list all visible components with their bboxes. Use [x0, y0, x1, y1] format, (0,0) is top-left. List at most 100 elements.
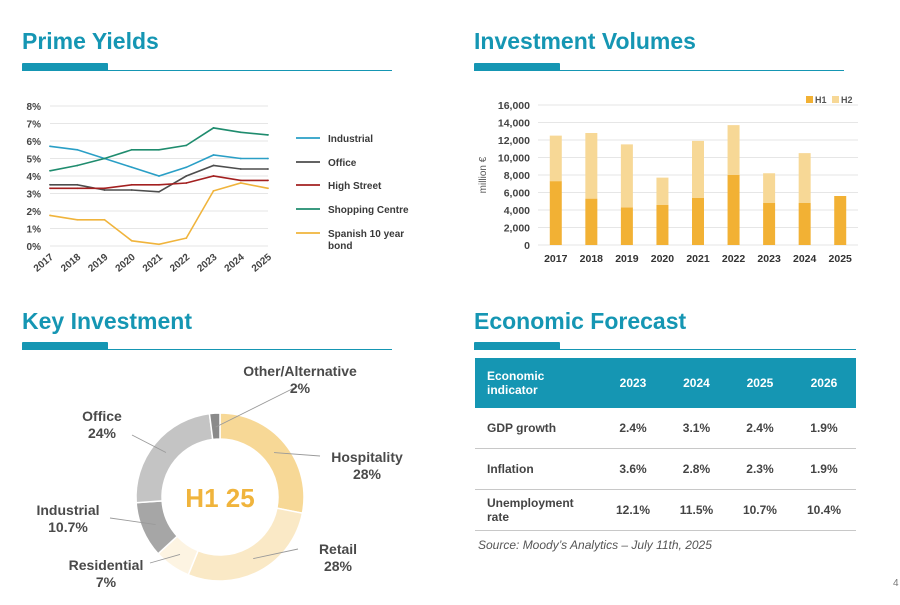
x-tick-label: 2024: [223, 252, 247, 275]
slice-label-hospitality: Hospitality: [331, 449, 403, 465]
bar-h2-2017: [549, 135, 562, 182]
bar-h1-2020: [656, 204, 669, 245]
x-tick-label: 2024: [793, 253, 817, 265]
data-point: [239, 131, 242, 134]
economic-forecast-rule-accent: [474, 342, 560, 350]
slice-label-retail: Retail: [319, 541, 357, 557]
x-tick-label: 2017: [544, 253, 568, 265]
legend-label-industrial: Industrial: [328, 134, 373, 145]
data-point: [103, 218, 106, 221]
header-2026: 2026: [791, 358, 856, 408]
row-label-unemployment-rate: Unemployment rate: [475, 489, 601, 531]
x-tick-label: 2017: [32, 252, 56, 275]
y-tick-label: 5%: [27, 155, 42, 166]
data-point: [158, 148, 160, 151]
economic-forecast-rule: [474, 349, 856, 350]
x-tick-label: 2020: [114, 252, 138, 275]
y-axis-label: million €: [478, 156, 489, 193]
bar-h2-2023: [763, 173, 776, 203]
table-cell: 10.7%: [727, 489, 792, 531]
bar-h1-2023: [763, 203, 776, 245]
donut-slice-other-alternative: [208, 412, 221, 441]
prime-yields-rule-accent: [22, 63, 108, 71]
y-tick-label: 1%: [27, 225, 42, 236]
y-tick-label: 16,000: [498, 100, 530, 112]
slice-label-office: Office: [82, 408, 122, 424]
data-point: [212, 154, 215, 156]
key-investment-title: Key Investment: [22, 308, 193, 334]
leader-line-residential: [149, 554, 181, 564]
investment-volumes-rule-accent: [474, 63, 560, 71]
data-point: [267, 179, 269, 182]
header-2023: 2023: [601, 358, 665, 408]
bar-h2-2019: [620, 144, 633, 208]
table-cell: 3.1%: [664, 408, 728, 449]
table-cell: 10.4%: [791, 489, 856, 531]
leader-line-industrial: [109, 517, 156, 526]
data-point: [212, 189, 215, 192]
source-note: Source: Moody’s Analytics – July 11th, 2…: [478, 538, 712, 552]
donut-center-label: H1 25: [185, 483, 254, 513]
data-point: [130, 239, 133, 242]
data-point: [239, 179, 242, 182]
data-point: [267, 187, 269, 190]
legend-label-spanish-10-year-bond: Spanish 10 year bond: [328, 229, 404, 252]
key-investment-rule-accent: [22, 342, 108, 350]
data-point: [130, 166, 133, 169]
prime-yields-title: Prime Yields: [22, 28, 159, 54]
bar-h2-2018: [585, 133, 598, 199]
data-point: [185, 175, 188, 177]
bar-h1-2025: [834, 196, 847, 245]
data-point: [158, 183, 160, 186]
bar-h2-2024: [798, 153, 811, 203]
y-tick-label: 2,000: [504, 223, 530, 235]
y-tick-label: 12,000: [498, 135, 530, 147]
x-tick-label: 2023: [757, 253, 781, 265]
y-tick-label: 8,000: [504, 170, 530, 182]
table-cell: 2.8%: [664, 448, 728, 490]
y-tick-label: 14,000: [498, 118, 530, 130]
data-point: [76, 148, 79, 151]
page-number: 4: [893, 578, 899, 589]
slice-label-industrial: Industrial: [36, 502, 99, 518]
data-point: [185, 144, 188, 147]
table-row: Unemployment rate 12.1% 11.5% 10.7% 10.4%: [475, 489, 856, 531]
slice-label-residential: Residential: [69, 557, 144, 573]
table-cell: 11.5%: [664, 489, 728, 531]
bar-h1-2017: [549, 181, 562, 245]
row-label-inflation: Inflation: [475, 448, 601, 490]
data-point: [49, 145, 51, 148]
slice-value-retail: 28%: [324, 558, 353, 574]
table-cell: 3.6%: [601, 448, 665, 490]
y-tick-label: 0%: [27, 242, 42, 253]
x-tick-label: 2025: [250, 252, 274, 275]
table-cell: 1.9%: [791, 448, 856, 490]
data-point: [239, 168, 242, 170]
bar-h2-2020: [656, 177, 669, 205]
x-tick-label: 2022: [168, 252, 192, 275]
data-point: [212, 126, 215, 129]
legend-swatch-h2: [832, 96, 839, 103]
x-tick-label: 2019: [615, 253, 639, 265]
legend-label-h2: H2: [841, 95, 853, 105]
data-point: [185, 237, 188, 240]
data-point: [130, 189, 133, 191]
data-point: [267, 157, 269, 160]
data-point: [130, 183, 133, 186]
x-tick-label: 2025: [829, 253, 853, 265]
x-tick-label: 2019: [86, 252, 110, 275]
x-tick-label: 2020: [651, 253, 675, 265]
y-tick-label: 6,000: [504, 188, 530, 200]
data-point: [212, 175, 215, 177]
bar-h2-2022: [727, 125, 740, 175]
bar-h2-2021: [692, 140, 704, 198]
data-point: [185, 166, 188, 169]
table-cell: 1.9%: [791, 408, 856, 449]
x-tick-label: 2018: [59, 252, 83, 275]
data-point: [76, 183, 79, 186]
table-cell: 2.3%: [727, 448, 792, 490]
y-tick-label: 10,000: [498, 153, 530, 165]
data-point: [267, 133, 269, 136]
y-tick-label: 4,000: [504, 205, 530, 217]
x-tick-label: 2021: [141, 252, 165, 275]
